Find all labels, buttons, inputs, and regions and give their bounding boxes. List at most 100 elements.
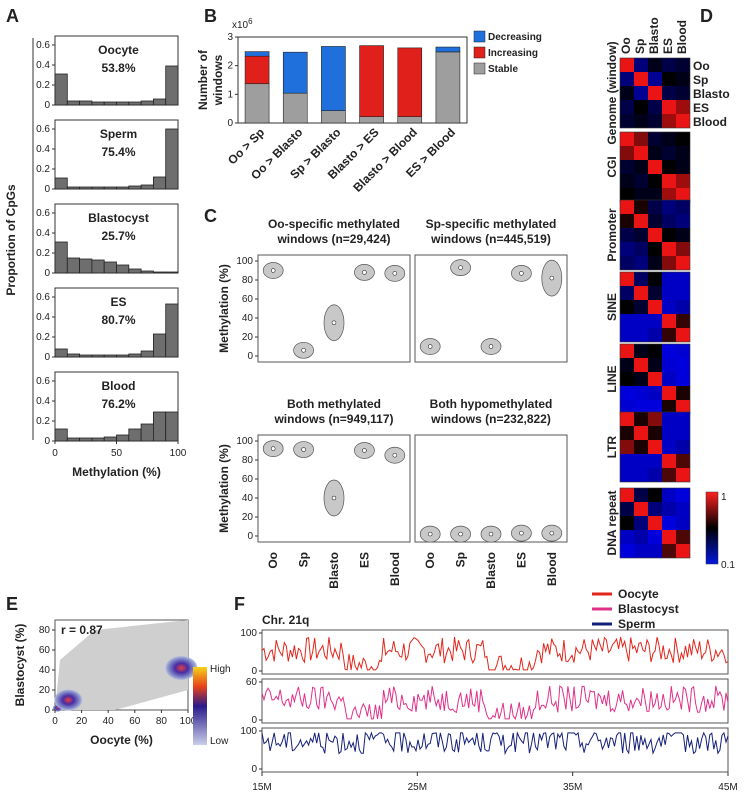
stacked-bar-increasing (397, 47, 423, 117)
x-tick-label: 100 (180, 716, 197, 727)
heatmap-row-label: ES (693, 101, 709, 115)
heatmap-cell (634, 488, 648, 502)
heatmap-cell (620, 174, 634, 188)
y-tick-label: 2 (227, 61, 233, 72)
panel-label-b: B (204, 6, 217, 26)
y-tick-label: 0 (247, 351, 253, 362)
scale-exponent: 6 (248, 17, 253, 26)
track-title: Chr. 21q (262, 613, 309, 627)
histogram-bar (116, 101, 130, 106)
panel-label-d: D (700, 6, 713, 26)
legend-label: Oocyte (618, 587, 659, 601)
heatmap-cell (648, 400, 662, 414)
y-tick-label: 0 (251, 764, 257, 775)
heatmap-cell (634, 86, 648, 100)
heatmap-cell (662, 400, 676, 414)
heatmap-cell (676, 242, 690, 256)
heatmap-column-label: Oo (619, 37, 633, 54)
violin-category-label: Blasto (484, 552, 498, 589)
heatmap-cell (648, 242, 662, 256)
heatmap-frame (619, 199, 691, 271)
violin-category-label: Sp (297, 552, 311, 567)
violin-median (458, 531, 463, 537)
violin-category-label: Sp (454, 552, 468, 567)
violin-median (519, 530, 524, 536)
heatmap-frame (619, 411, 691, 483)
histogram-bar (116, 354, 130, 358)
heatmap-cell (662, 412, 676, 426)
histogram-bar (140, 184, 154, 190)
heatmap-cell (676, 426, 690, 440)
y-tick-label: 0.4 (36, 396, 50, 407)
heatmap-cell (662, 488, 676, 502)
heatmap-cell (662, 530, 676, 544)
violin-median (331, 495, 337, 501)
heatmap-column-label: Blood (675, 20, 689, 54)
heatmap-cell (634, 314, 648, 328)
heatmap-cell (648, 188, 662, 202)
legend-label: Stable (488, 64, 518, 75)
heatmap-cell (662, 440, 676, 454)
heatmap-cell (676, 544, 690, 558)
y-tick-label: 0.2 (36, 416, 50, 427)
heatmap-cell (648, 174, 662, 188)
heatmap-cell (648, 468, 662, 482)
heatmap-cell (662, 174, 676, 188)
histogram-bar (140, 100, 154, 106)
x-tick-label: 20 (76, 716, 88, 727)
heatmap-cell (620, 426, 634, 440)
heatmap-cell (648, 488, 662, 502)
violin-median (488, 344, 494, 349)
y-tick-label: 0 (247, 531, 253, 542)
heatmap-cell (634, 344, 648, 358)
legend-label: Blastocyst (618, 602, 679, 616)
heatmap-cell (620, 344, 634, 358)
heatmap-cell (676, 412, 690, 426)
heatmap-row-label: Oo (693, 59, 710, 73)
y-tick-label: 40 (242, 313, 254, 324)
heatmap-cell (634, 214, 648, 228)
y-tick-label: 100 (240, 628, 257, 639)
heatmap-cell (648, 328, 662, 342)
heatmap-cell (648, 426, 662, 440)
histogram-bar (128, 428, 142, 442)
heatmap-cell (634, 412, 648, 426)
histogram-bar (54, 73, 68, 106)
histogram-bar (140, 423, 154, 442)
heatmap-cell (648, 530, 662, 544)
heatmap-cell (648, 314, 662, 328)
heatmap-cell (676, 200, 690, 214)
violin-median (519, 271, 524, 276)
y-tick-label: 0.2 (36, 164, 50, 175)
x-tick-label: 60 (129, 716, 141, 727)
histogram-percent: 80.7% (101, 313, 135, 327)
x-tick-label: 35M (563, 782, 582, 793)
heatmap-cell (676, 488, 690, 502)
y-tick-label: 0.6 (36, 292, 50, 303)
heatmap-column-label: Blasto (647, 17, 661, 54)
heatmap-cell (648, 516, 662, 530)
violin-category-label: Oo (423, 552, 437, 569)
histogram-bar (79, 186, 93, 190)
heatmap-cell (662, 100, 676, 114)
heatmap-cell (620, 86, 634, 100)
heatmap-cell (648, 72, 662, 86)
histogram-bar (152, 333, 167, 358)
panel-b-scale-label: x106 (232, 17, 253, 31)
heatmap-group-label: DNA repeat (605, 491, 619, 556)
heatmap-cell (676, 516, 690, 530)
heatmap-cell (648, 200, 662, 214)
violin-frame (414, 254, 568, 363)
heatmap-cell (662, 188, 676, 202)
panel-label-a: A (6, 6, 19, 26)
heatmap-group-label: CGI (605, 156, 619, 177)
heatmap-cell (662, 516, 676, 530)
histogram-bar (128, 268, 142, 274)
histogram-bar (66, 353, 81, 358)
heatmap-frame (619, 487, 691, 559)
x-tick-label: 25M (408, 782, 427, 793)
y-tick-label: 20 (39, 685, 51, 696)
colorbar-high-label: High (210, 664, 231, 675)
stacked-bar-decreasing (282, 51, 308, 94)
